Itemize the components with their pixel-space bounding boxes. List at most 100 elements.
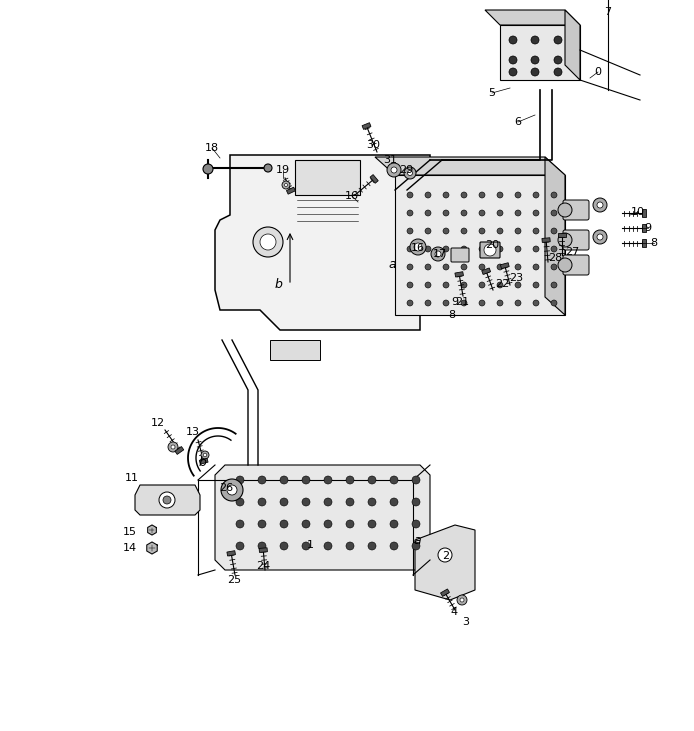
Circle shape xyxy=(346,542,354,550)
Circle shape xyxy=(412,476,420,484)
Circle shape xyxy=(443,246,449,252)
Circle shape xyxy=(412,520,420,528)
Text: 11: 11 xyxy=(125,473,139,483)
Circle shape xyxy=(531,68,539,76)
Circle shape xyxy=(163,496,171,504)
Circle shape xyxy=(302,476,310,484)
Circle shape xyxy=(533,300,539,306)
Circle shape xyxy=(597,234,603,240)
Circle shape xyxy=(479,282,485,288)
Circle shape xyxy=(515,246,521,252)
Polygon shape xyxy=(542,238,550,243)
Circle shape xyxy=(159,492,175,508)
Circle shape xyxy=(554,68,562,76)
Circle shape xyxy=(443,282,449,288)
Circle shape xyxy=(593,230,607,244)
Circle shape xyxy=(533,192,539,198)
Circle shape xyxy=(390,542,398,550)
Circle shape xyxy=(533,264,539,270)
Circle shape xyxy=(558,258,572,272)
Text: 30: 30 xyxy=(366,140,380,150)
Text: 8: 8 xyxy=(448,310,455,320)
Text: 23: 23 xyxy=(509,273,523,283)
Text: b: b xyxy=(274,279,282,292)
Text: 16: 16 xyxy=(345,191,359,201)
Circle shape xyxy=(479,192,485,198)
Polygon shape xyxy=(500,25,580,80)
Circle shape xyxy=(280,498,288,506)
Circle shape xyxy=(236,498,244,506)
Circle shape xyxy=(203,164,213,174)
Circle shape xyxy=(461,192,467,198)
Text: 6: 6 xyxy=(514,117,521,127)
Text: 19: 19 xyxy=(276,165,290,175)
Circle shape xyxy=(461,246,467,252)
Circle shape xyxy=(497,246,503,252)
Circle shape xyxy=(280,542,288,550)
Text: 8: 8 xyxy=(650,238,657,248)
Circle shape xyxy=(346,498,354,506)
Circle shape xyxy=(593,198,607,212)
Polygon shape xyxy=(441,589,450,596)
Circle shape xyxy=(509,56,517,64)
Circle shape xyxy=(253,227,283,257)
Circle shape xyxy=(461,300,467,306)
Circle shape xyxy=(533,210,539,216)
Circle shape xyxy=(407,264,413,270)
Circle shape xyxy=(425,264,431,270)
Circle shape xyxy=(509,36,517,44)
Circle shape xyxy=(554,36,562,44)
Circle shape xyxy=(387,163,401,177)
Circle shape xyxy=(258,498,266,506)
Polygon shape xyxy=(259,548,267,553)
Circle shape xyxy=(425,300,431,306)
Text: 29: 29 xyxy=(399,165,413,175)
Circle shape xyxy=(497,228,503,234)
Circle shape xyxy=(443,264,449,270)
Circle shape xyxy=(479,246,485,252)
Circle shape xyxy=(302,520,310,528)
FancyBboxPatch shape xyxy=(480,242,500,258)
Circle shape xyxy=(554,56,562,64)
Circle shape xyxy=(533,282,539,288)
Polygon shape xyxy=(642,209,646,217)
Circle shape xyxy=(280,520,288,528)
Text: 14: 14 xyxy=(123,543,137,553)
Text: 7: 7 xyxy=(604,7,611,17)
Text: 16: 16 xyxy=(411,243,425,253)
Text: 0: 0 xyxy=(595,67,602,77)
Polygon shape xyxy=(500,262,509,269)
FancyBboxPatch shape xyxy=(563,230,589,250)
Circle shape xyxy=(531,56,539,64)
Circle shape xyxy=(533,246,539,252)
Polygon shape xyxy=(415,525,475,600)
Circle shape xyxy=(515,228,521,234)
Bar xyxy=(395,175,565,315)
Circle shape xyxy=(390,476,398,484)
Polygon shape xyxy=(482,268,491,274)
Polygon shape xyxy=(215,465,430,570)
Circle shape xyxy=(443,300,449,306)
Circle shape xyxy=(551,246,557,252)
Circle shape xyxy=(324,476,332,484)
Polygon shape xyxy=(175,447,184,455)
Text: a: a xyxy=(388,259,396,271)
FancyBboxPatch shape xyxy=(563,255,589,275)
Circle shape xyxy=(404,167,416,179)
Text: 20: 20 xyxy=(485,240,499,250)
Circle shape xyxy=(515,210,521,216)
Circle shape xyxy=(264,164,272,172)
Circle shape xyxy=(484,244,496,256)
Circle shape xyxy=(443,228,449,234)
Polygon shape xyxy=(135,485,200,515)
Circle shape xyxy=(236,520,244,528)
Circle shape xyxy=(551,210,557,216)
Text: 4: 4 xyxy=(450,607,457,617)
Circle shape xyxy=(260,234,276,250)
Circle shape xyxy=(368,498,376,506)
Circle shape xyxy=(324,520,332,528)
Circle shape xyxy=(515,300,521,306)
Circle shape xyxy=(407,170,412,175)
Polygon shape xyxy=(215,155,430,330)
Text: 1: 1 xyxy=(307,540,314,550)
